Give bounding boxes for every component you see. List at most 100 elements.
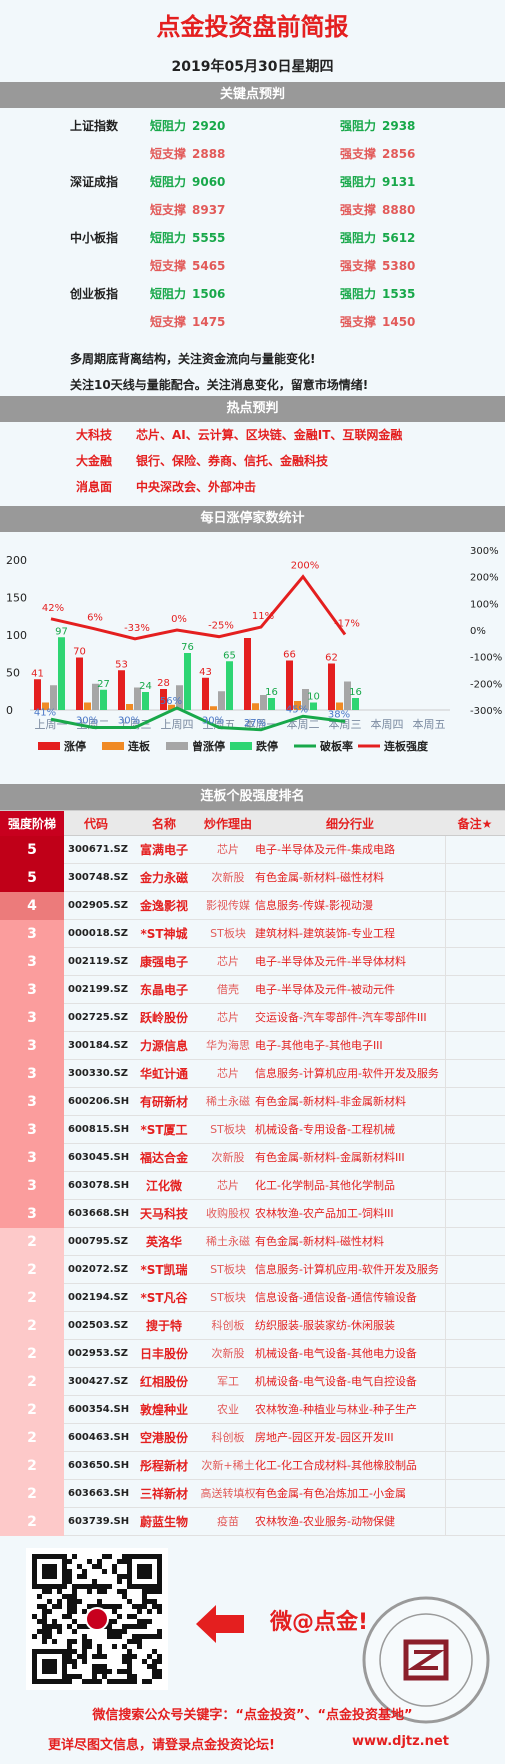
bar-曾涨停 [50,685,57,710]
stock-reason: 芯片 [217,1067,239,1080]
legend-swatch [102,742,124,750]
stock-code: 600354.SH [68,1404,130,1415]
kp-strong-res-value: 2938 [382,119,416,133]
promo-line-2: 更详尽图文信息，请登录点金投资论坛! [48,1738,275,1753]
hot-value: 中央深改会、外部冲击 [136,480,257,494]
y-tick-label: 150 [6,592,27,605]
qr-code[interactable] [26,1548,168,1690]
col-name: 名称 [151,817,176,831]
kp-res-value: 1506 [192,287,226,301]
stock-industry: 电子-其他电子-其他电子III [255,1039,383,1052]
site-link[interactable]: www.djtz.net [352,1734,449,1749]
stock-name: 敦煌种业 [139,1403,188,1417]
kp-strong-res-label: 强阻力 [340,175,377,189]
stock-industry: 农林牧渔-农业服务-动物保健 [255,1515,395,1528]
kp-sup-value: 2888 [192,147,226,161]
kp-sup-value: 1475 [192,315,226,329]
bar-跌停 [310,702,317,710]
stock-name: 富满电子 [139,843,188,857]
stock-name: 跃岭股份 [139,1011,188,1025]
y2-tick-label: -200% [470,679,502,690]
promo-line-1: 微信搜索公众号关键字：“点金投资”、“点金投资基地” [92,1708,413,1723]
kp-strong-sup-label: 强支撑 [340,203,377,217]
line-label: 42% [42,603,64,614]
line-label: 30% [202,716,224,727]
stock-code: 300427.SZ [68,1376,128,1387]
table-row: 5 300671.SZ 富满电子 芯片 电子-半导体及元件-集成电路 [0,836,505,864]
stock-code: 002725.SZ [68,1012,128,1023]
hot-row: 消息面 中央深改会、外部冲击 [0,474,505,500]
kp-support-row: 短支撑 1475 强支撑 1450 [0,308,505,336]
bar-曾涨停 [260,695,267,710]
note-1: 多周期底背离结构，关注资金流向与量能变化! [70,352,316,366]
table-row: 2 603650.SH 彤程新材 次新+稀土 化工-化工合成材料-其他橡胶制品 [0,1452,505,1480]
table-row: 2 002953.SZ 日丰股份 次新股 机械设备-电气设备-其他电力设备 [0,1340,505,1368]
bar-连板 [294,701,301,710]
legend-label: 曾涨停 [192,739,225,753]
table-row: 3 600206.SH 有研新材 稀土永磁 有色金属-新材料-非金属新材料 [0,1088,505,1116]
stock-reason: 高送转填权 [200,1487,256,1500]
stock-name: 蔚蓝生物 [139,1515,188,1529]
stock-name: 金力永磁 [139,871,188,885]
line-label: 30% [118,716,140,727]
bar-跌停 [58,637,65,710]
strength-level: 3 [0,1200,64,1228]
y2-tick-label: 0% [470,626,486,637]
stock-code: 603668.SH [68,1208,130,1219]
line-label: -33% [124,623,150,634]
strength-level: 3 [0,976,64,1004]
stock-name: 金逸影视 [139,899,188,913]
hot-value: 芯片、AI、云计算、区块链、金融IT、互联网金融 [136,428,403,442]
strength-level: 2 [0,1228,64,1256]
legend-label: 涨停 [64,739,86,753]
kp-strong-sup-label: 强支撑 [340,259,377,273]
stock-reason: 军工 [217,1375,239,1388]
y-tick-label: 100 [6,629,27,642]
stock-name: 力源信息 [139,1039,188,1053]
stock-name: 日丰股份 [139,1347,188,1361]
stock-industry: 电子-半导体及元件-半导体材料 [255,955,406,968]
strength-level: 2 [0,1368,64,1396]
kp-sup-label: 短支撑 [150,147,187,161]
bar-连板 [210,706,217,710]
stock-reason: ST板块 [210,1123,246,1136]
bar-连板 [252,703,259,710]
stock-reason: 芯片 [217,955,239,968]
bar-label: 10 [307,692,320,703]
table-row: 3 002725.SZ 跃岭股份 芯片 交运设备-汽车零部件-汽车零部件III [0,1004,505,1032]
stock-code: 600815.SH [68,1124,130,1135]
bar-曾涨停 [134,687,141,710]
bar-跌停 [100,689,107,710]
kp-res-value: 2920 [192,119,226,133]
table-divider [445,836,446,1536]
bar-label: 53 [115,659,128,670]
y-tick-label: 0 [6,704,13,717]
kp-resistance-row: 中小板指 短阻力 5555 强阻力 5612 [0,224,505,252]
table-row: 3 002119.SZ 康强电子 芯片 电子-半导体及元件-半导体材料 [0,948,505,976]
stock-code: 300671.SZ [68,844,128,855]
stock-reason: 芯片 [217,843,239,856]
table-row: 2 603663.SH 三祥新材 高送转填权 有色金属-有色冶炼加工-小金属 [0,1480,505,1508]
line-label: 30% [76,716,98,727]
stock-reason: 次新股 [211,1151,245,1164]
bar-label: 70 [73,647,86,658]
line-label: -25% [208,621,234,632]
strength-level: 2 [0,1508,64,1536]
stock-industry: 有色金属-新材料-磁性材料 [255,1235,384,1248]
stock-reason: 次新股 [211,871,245,884]
table-header: 强度阶梯 代码 名称 炒作理由 细分行业 备注★ [0,810,505,837]
stock-name: 英洛华 [145,1235,182,1249]
line-label: -17% [334,619,360,630]
stock-reason: 次新股 [211,1347,245,1360]
kp-strong-res-label: 强阻力 [340,231,377,245]
bar-label: 27 [97,679,110,690]
hot-label: 大科技 [76,428,113,442]
table-row: 2 600463.SH 空港股份 科创板 房地产-园区开发-园区开发III [0,1424,505,1452]
strength-level: 3 [0,1004,64,1032]
kp-index-name: 深证成指 [70,175,119,189]
stock-industry: 房地产-园区开发-园区开发III [255,1431,394,1444]
legend-label: 连板强度 [384,739,429,753]
stock-reason: 疫苗 [217,1515,239,1528]
stock-name: 三祥新材 [139,1487,188,1501]
bar-曾涨停 [344,681,351,710]
